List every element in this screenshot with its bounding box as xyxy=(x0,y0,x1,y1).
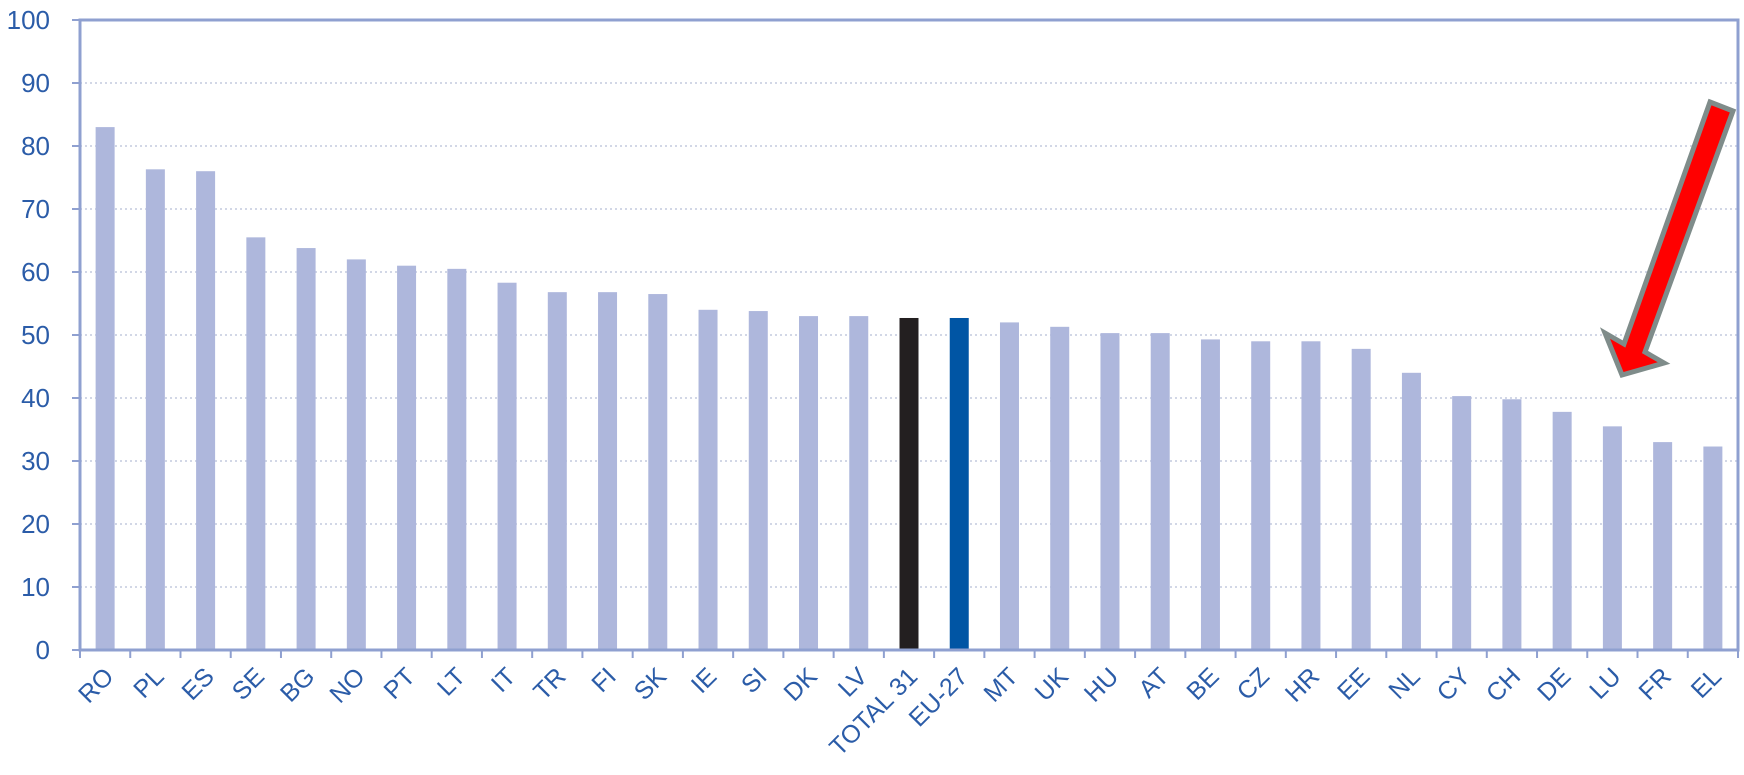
y-tick-label: 10 xyxy=(21,572,50,602)
bar-eu-27 xyxy=(949,317,969,650)
bar-be xyxy=(1200,339,1220,650)
x-category-label: TR xyxy=(528,662,571,705)
bar-nl xyxy=(1401,372,1421,650)
bar-ch xyxy=(1502,399,1522,650)
x-category-label: CY xyxy=(1432,662,1477,707)
x-category-label: LT xyxy=(432,662,471,701)
x-category-label: PT xyxy=(378,662,420,704)
bar-lt xyxy=(447,268,467,650)
y-tick-label: 60 xyxy=(21,257,50,287)
x-category-label: CZ xyxy=(1232,662,1275,705)
x-axis-tick-marks xyxy=(79,650,1739,658)
y-tick-label: 0 xyxy=(36,635,50,665)
bar-el xyxy=(1703,446,1723,650)
bar-se xyxy=(246,237,266,650)
x-category-label: IT xyxy=(486,662,522,698)
bar-lv xyxy=(849,316,869,650)
bar-uk xyxy=(1050,326,1070,650)
red-arrow-annotation xyxy=(1599,98,1737,379)
y-tick-label: 40 xyxy=(21,383,50,413)
x-category-label: HU xyxy=(1079,662,1124,707)
y-tick-label: 80 xyxy=(21,131,50,161)
bar-si xyxy=(748,311,768,650)
x-category-label: EL xyxy=(1686,662,1727,703)
bar-hu xyxy=(1100,333,1120,650)
bar-tr xyxy=(547,292,567,650)
bar-it xyxy=(497,282,517,650)
bars xyxy=(95,127,1723,651)
x-category-label: NL xyxy=(1383,662,1425,704)
bar-ee xyxy=(1351,348,1371,650)
x-category-label: SE xyxy=(227,662,270,705)
bar-ro xyxy=(95,127,115,651)
x-category-label: SK xyxy=(629,662,673,706)
x-category-label: RO xyxy=(73,662,119,708)
bar-hr xyxy=(1301,341,1321,650)
x-category-label: SI xyxy=(736,662,773,699)
bar-de xyxy=(1552,411,1572,650)
y-tick-label: 90 xyxy=(21,68,50,98)
y-tick-label: 50 xyxy=(21,320,50,350)
bar-lu xyxy=(1602,426,1622,650)
y-tick-label: 70 xyxy=(21,194,50,224)
x-category-label: FI xyxy=(586,662,622,698)
bar-ie xyxy=(698,309,718,650)
x-category-label: LV xyxy=(833,662,873,702)
bar-cy xyxy=(1452,396,1472,650)
y-axis-tick-labels: 0 10 20 30 40 50 60 70 80 90 100 xyxy=(7,5,80,665)
bar-cz xyxy=(1251,341,1271,650)
x-category-label: MT xyxy=(978,662,1023,707)
x-category-label: HR xyxy=(1280,662,1325,707)
y-tick-label: 30 xyxy=(21,446,50,476)
bar-mt xyxy=(999,322,1019,650)
bar-no xyxy=(346,259,366,650)
x-category-label: EE xyxy=(1332,662,1375,705)
x-category-label: BE xyxy=(1181,662,1224,705)
bar-bg xyxy=(296,248,316,650)
bar-es xyxy=(196,171,216,650)
x-category-label: DE xyxy=(1532,662,1576,706)
y-tick-label: 100 xyxy=(7,5,50,35)
x-category-label: DK xyxy=(778,662,823,707)
x-category-label: IE xyxy=(686,662,723,699)
x-category-label: EU-27 xyxy=(904,662,974,732)
x-category-label: BG xyxy=(275,662,320,707)
bar-fi xyxy=(598,292,618,650)
bar-sk xyxy=(648,294,668,650)
x-category-label: AT xyxy=(1133,662,1174,703)
bar-total-31 xyxy=(899,317,919,650)
x-category-label: FR xyxy=(1634,662,1677,705)
bar-at xyxy=(1150,333,1170,650)
bar-pt xyxy=(397,265,417,650)
y-tick-label: 20 xyxy=(21,509,50,539)
x-category-label: PL xyxy=(128,662,169,703)
bar-dk xyxy=(799,316,819,650)
x-category-label: NO xyxy=(324,662,370,708)
x-category-label: LU xyxy=(1584,662,1626,704)
bar-fr xyxy=(1653,442,1673,650)
x-category-label: UK xyxy=(1030,662,1075,707)
x-category-label: CH xyxy=(1481,662,1526,707)
bar-pl xyxy=(145,169,165,650)
x-category-label: ES xyxy=(176,662,219,705)
